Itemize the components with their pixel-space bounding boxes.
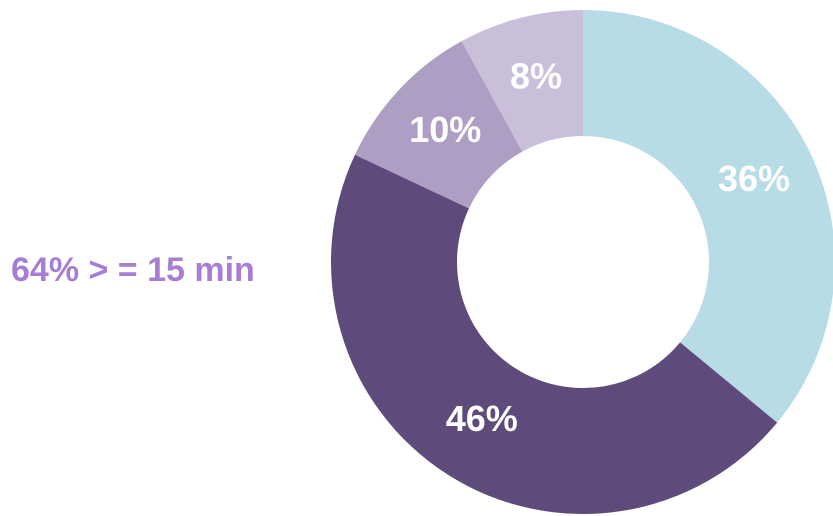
slice-label-3: 10% xyxy=(409,109,481,150)
donut-slice-2 xyxy=(330,154,778,515)
slice-label-4: 8% xyxy=(510,55,562,96)
donut-slice-1 xyxy=(583,10,833,423)
slice-label-2: 46% xyxy=(446,398,518,439)
slice-label-1: 36% xyxy=(718,158,790,199)
donut-slice-3 xyxy=(354,41,523,209)
chart-annotation: 64% > = 15 min xyxy=(11,251,255,289)
donut-slice-4 xyxy=(461,10,583,152)
